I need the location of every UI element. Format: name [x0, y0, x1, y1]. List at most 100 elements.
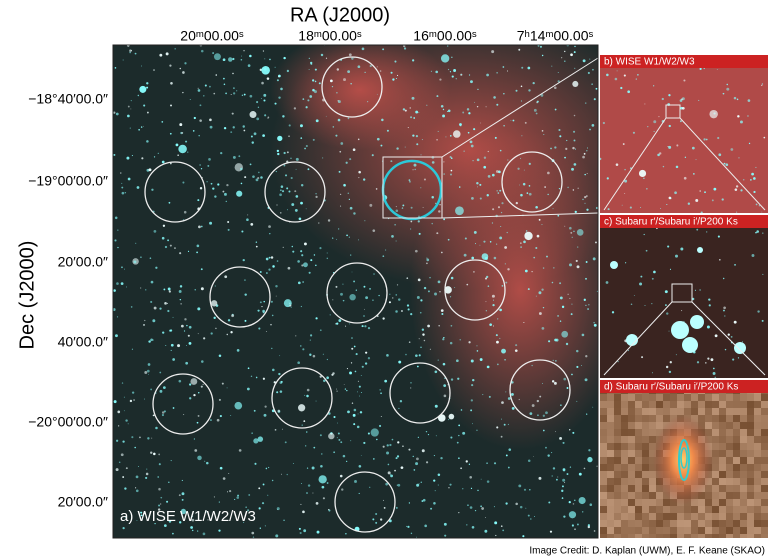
- star: [121, 186, 124, 189]
- star: [113, 111, 116, 114]
- star: [457, 377, 460, 380]
- star: [573, 114, 576, 117]
- star: [338, 170, 341, 173]
- star: [589, 58, 591, 60]
- star: [500, 525, 503, 527]
- pixel: [600, 471, 607, 478]
- star: [576, 523, 579, 526]
- star: [124, 487, 127, 490]
- pixel: [649, 513, 656, 520]
- star: [320, 464, 323, 468]
- panel-d-image: [600, 380, 768, 538]
- star: [426, 104, 428, 106]
- star: [469, 506, 473, 509]
- star: [576, 365, 579, 369]
- star: [458, 512, 460, 514]
- star: [209, 419, 212, 422]
- pixel: [614, 443, 621, 450]
- star: [241, 230, 244, 233]
- star: [181, 492, 185, 496]
- star: [501, 284, 504, 287]
- star: [696, 361, 700, 364]
- pixel: [635, 513, 642, 520]
- star: [131, 391, 135, 394]
- pixel: [761, 422, 768, 429]
- star: [587, 147, 589, 149]
- star: [646, 187, 648, 190]
- star: [144, 319, 146, 322]
- pixel: [635, 450, 642, 457]
- star: [322, 497, 325, 500]
- star: [725, 163, 729, 167]
- star: [504, 263, 506, 265]
- star: [628, 350, 630, 352]
- star: [405, 353, 407, 356]
- pixel: [740, 408, 747, 415]
- star: [170, 81, 173, 85]
- star: [401, 310, 403, 312]
- star: [758, 205, 760, 207]
- pixel: [698, 408, 705, 415]
- star: [440, 309, 444, 312]
- star: [699, 289, 701, 291]
- star: [551, 452, 553, 454]
- star: [295, 168, 297, 170]
- error-ellipse: [678, 439, 690, 481]
- x-tick-label: 7ʰ14ᵐ00.00ˢ: [517, 28, 594, 44]
- star: [644, 103, 646, 105]
- star: [266, 77, 270, 80]
- pixel: [726, 527, 733, 534]
- star: [496, 426, 499, 429]
- pixel: [740, 492, 747, 499]
- star: [740, 120, 743, 124]
- star: [514, 349, 518, 352]
- pixel: [607, 401, 614, 408]
- star: [493, 96, 496, 99]
- star: [258, 507, 261, 510]
- star: [433, 455, 435, 457]
- star: [315, 501, 319, 505]
- star: [360, 391, 362, 393]
- star: [550, 147, 552, 150]
- source: [653, 415, 713, 505]
- star: [412, 169, 414, 171]
- star: [620, 86, 623, 90]
- pixel: [740, 457, 747, 464]
- star: [615, 163, 619, 166]
- star: [416, 457, 419, 461]
- star: [694, 289, 697, 291]
- pixel: [649, 527, 656, 534]
- pixel: [740, 478, 747, 485]
- star: [157, 508, 161, 511]
- star: [467, 504, 469, 506]
- star: [422, 498, 426, 502]
- star: [485, 310, 487, 312]
- star: [500, 435, 503, 438]
- star: [168, 520, 172, 523]
- pixel: [677, 394, 684, 401]
- star: [143, 323, 145, 326]
- bright-star: [682, 337, 698, 353]
- star: [350, 83, 352, 85]
- star: [460, 409, 463, 411]
- star: [125, 419, 128, 422]
- star: [238, 155, 241, 158]
- star: [189, 98, 191, 101]
- star: [600, 157, 602, 161]
- pixel: [649, 499, 656, 506]
- star: [115, 468, 119, 472]
- pixel: [740, 450, 747, 457]
- star: [499, 189, 502, 192]
- star: [380, 392, 382, 395]
- star: [468, 341, 471, 344]
- star: [121, 266, 123, 269]
- star: [733, 320, 737, 324]
- star: [267, 494, 269, 496]
- star: [127, 105, 130, 108]
- star: [263, 300, 265, 303]
- star: [129, 127, 131, 129]
- star: [273, 381, 276, 384]
- star: [442, 114, 445, 118]
- star: [349, 371, 352, 375]
- star: [418, 338, 420, 340]
